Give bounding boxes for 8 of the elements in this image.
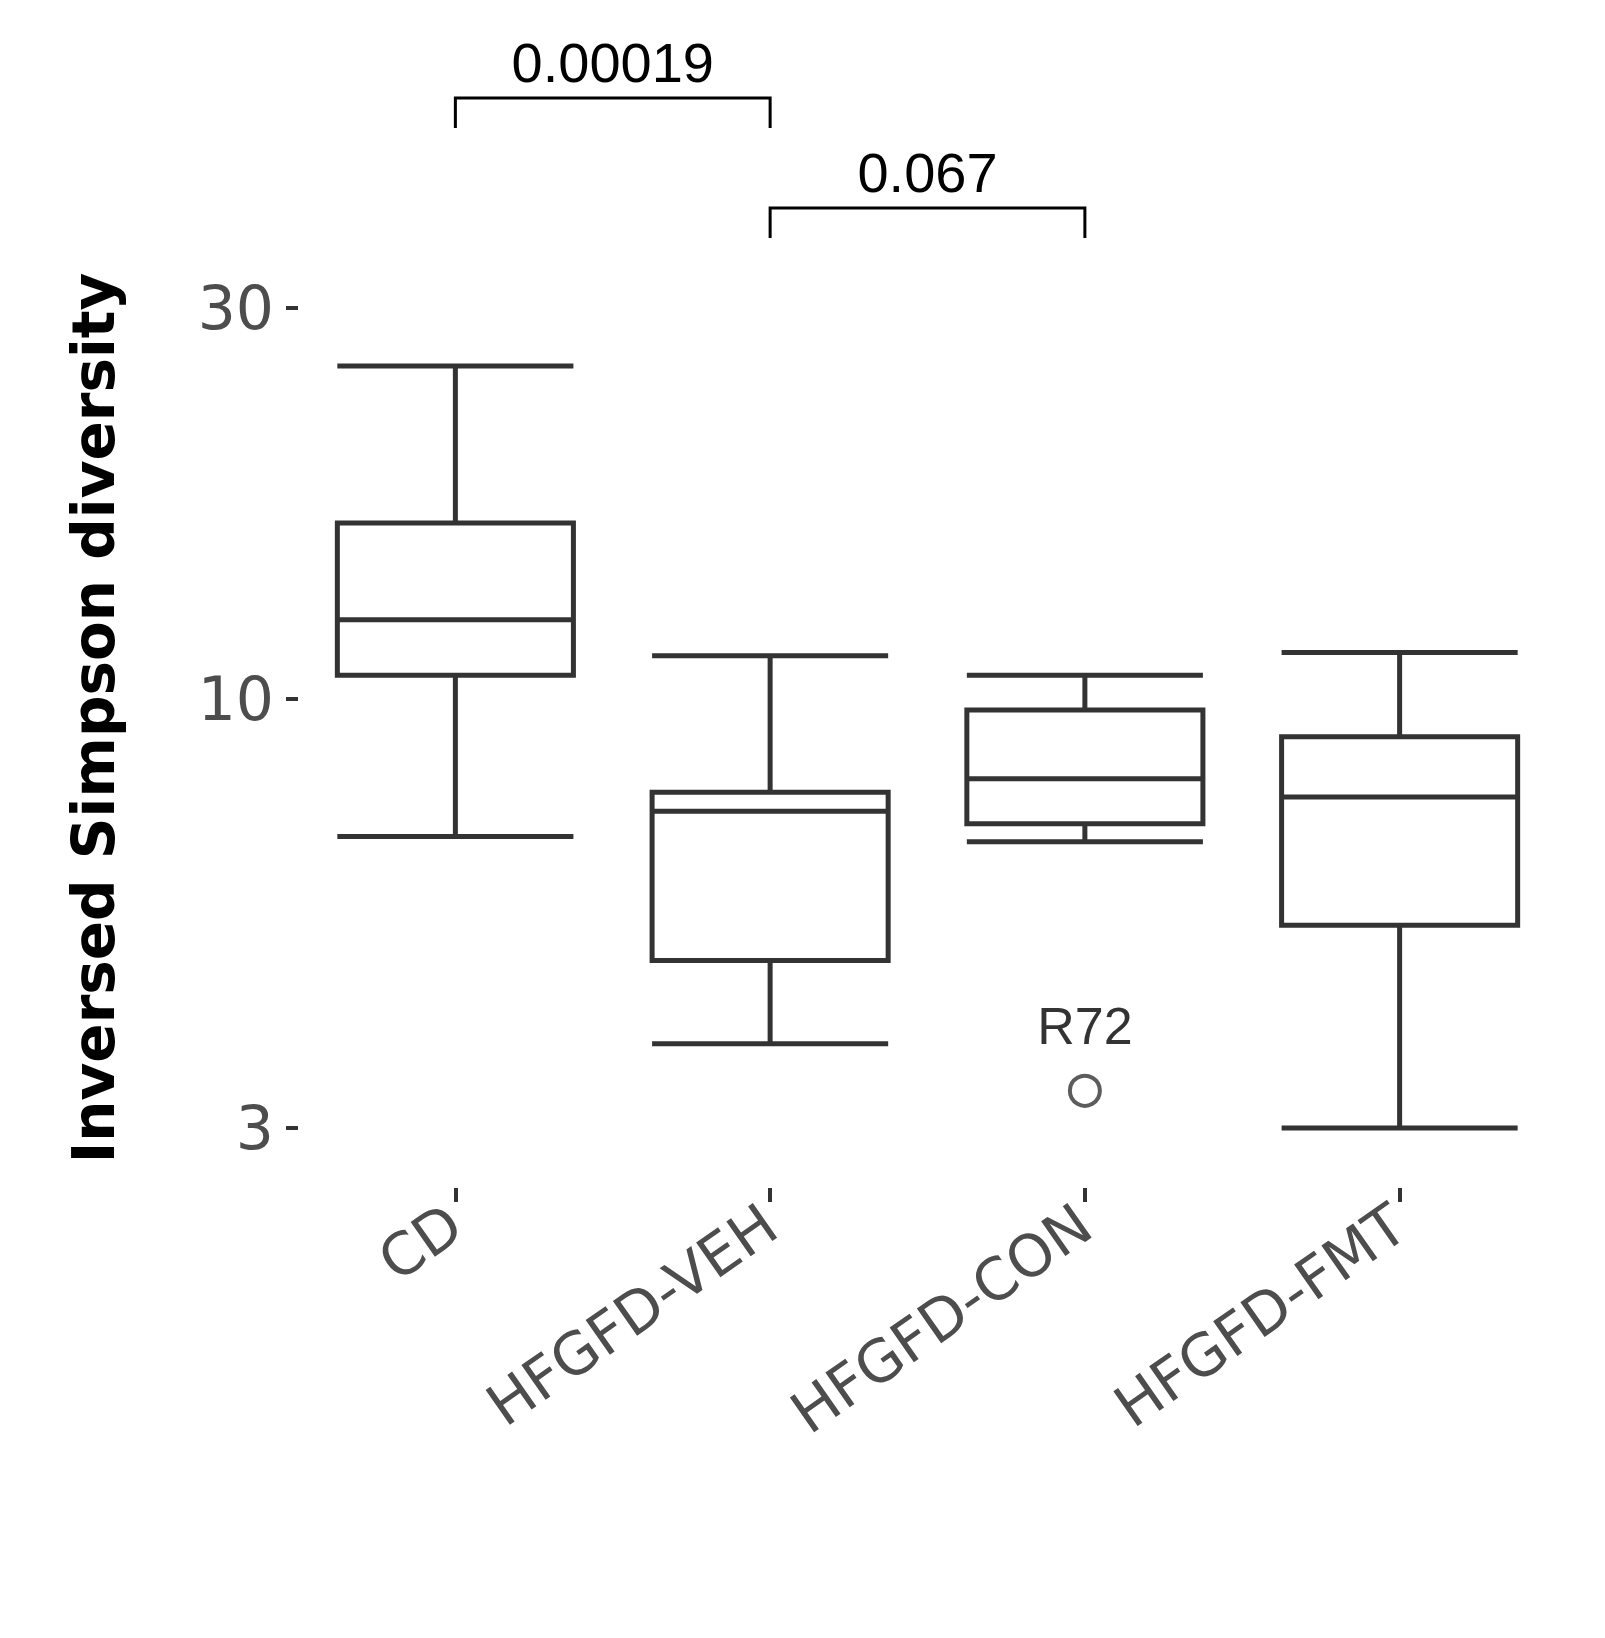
text: 0.00019 [511,30,714,94]
y-tick-label: 10 [197,664,274,735]
x-tick-label: CD [366,1190,475,1295]
y-tick-label: 3 [235,1093,274,1163]
text: 0.067 [857,140,998,204]
y-tick-label: 30 [197,273,274,343]
annotation: R72 [1037,996,1133,1055]
y-axis-title: Inversed Simpson diversity [60,272,128,1164]
